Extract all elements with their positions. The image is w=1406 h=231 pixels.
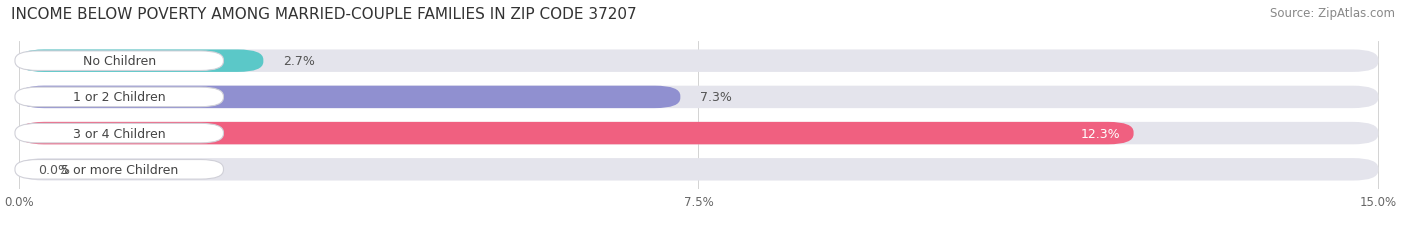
Text: 7.3%: 7.3% xyxy=(700,91,733,104)
FancyBboxPatch shape xyxy=(18,50,263,73)
Text: 0.0%: 0.0% xyxy=(38,163,70,176)
FancyBboxPatch shape xyxy=(15,124,224,143)
Text: Source: ZipAtlas.com: Source: ZipAtlas.com xyxy=(1270,7,1395,20)
FancyBboxPatch shape xyxy=(18,86,681,109)
Text: INCOME BELOW POVERTY AMONG MARRIED-COUPLE FAMILIES IN ZIP CODE 37207: INCOME BELOW POVERTY AMONG MARRIED-COUPL… xyxy=(11,7,637,22)
FancyBboxPatch shape xyxy=(18,158,1378,181)
FancyBboxPatch shape xyxy=(18,122,1378,145)
Text: 5 or more Children: 5 or more Children xyxy=(60,163,177,176)
Text: No Children: No Children xyxy=(83,55,156,68)
FancyBboxPatch shape xyxy=(15,160,224,179)
FancyBboxPatch shape xyxy=(18,50,1378,73)
FancyBboxPatch shape xyxy=(15,88,224,107)
Text: 3 or 4 Children: 3 or 4 Children xyxy=(73,127,166,140)
Text: 2.7%: 2.7% xyxy=(283,55,315,68)
FancyBboxPatch shape xyxy=(18,86,1378,109)
FancyBboxPatch shape xyxy=(18,122,1133,145)
Text: 12.3%: 12.3% xyxy=(1080,127,1121,140)
Text: 1 or 2 Children: 1 or 2 Children xyxy=(73,91,166,104)
FancyBboxPatch shape xyxy=(15,52,224,71)
